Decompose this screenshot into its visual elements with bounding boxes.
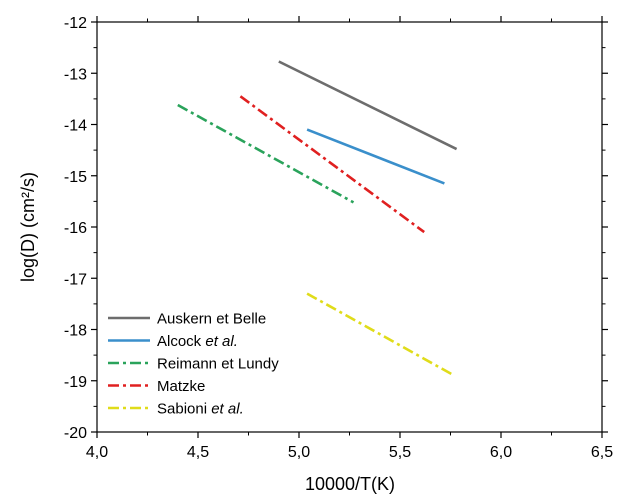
- x-tick-label: 6,5: [591, 444, 613, 461]
- series-line: [278, 60, 458, 151]
- y-tick-label: -17: [64, 271, 87, 288]
- x-tick-label: 4,0: [86, 444, 108, 461]
- x-tick-label: 6,0: [490, 444, 512, 461]
- series-line: [177, 103, 355, 204]
- legend-label: Auskern et Belle: [157, 311, 266, 328]
- y-tick-label: -12: [64, 15, 87, 32]
- x-tick-label: 5,5: [389, 444, 411, 461]
- legend-label: Sabioni et al.: [157, 401, 244, 418]
- legend-label: Reimann et Lundy: [157, 356, 279, 373]
- x-tick-label: 5,0: [288, 444, 310, 461]
- legend-label: Alcock et al.: [157, 333, 238, 350]
- series-line: [239, 95, 425, 234]
- y-tick-label: -20: [64, 425, 87, 442]
- y-tick-label: -13: [64, 66, 87, 83]
- axis-ticks: [91, 16, 608, 438]
- series-lines: [177, 60, 458, 376]
- series-line: [306, 292, 454, 376]
- y-axis-label: log(D) (cm²/s): [18, 172, 38, 282]
- y-tick-label: -19: [64, 374, 87, 391]
- x-tick-label: 4,5: [187, 444, 209, 461]
- y-tick-label: -18: [64, 323, 87, 340]
- legend-label: Matzke: [157, 378, 205, 395]
- series-line: [306, 128, 445, 185]
- legend: Auskern et Belle Alcock et al. Reimann et …: [108, 311, 279, 418]
- tick-labels: 4,0 4,5 5,0 5,5 6,0 6,5 -12 -13 -14 -15 -16 -17 -18 -…: [64, 15, 613, 461]
- y-tick-label: -15: [64, 169, 87, 186]
- y-tick-label: -14: [64, 118, 87, 135]
- x-axis-label: 10000/T(K): [305, 474, 395, 494]
- y-tick-label: -16: [64, 220, 87, 237]
